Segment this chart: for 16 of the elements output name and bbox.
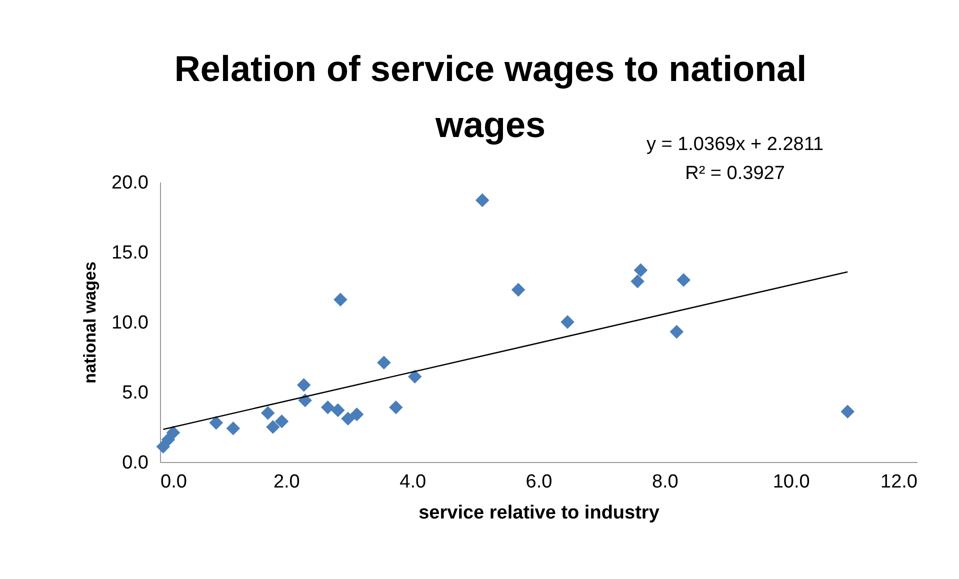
x-tick-label: 12.0: [880, 472, 918, 492]
y-tick-label: 15.0: [112, 242, 148, 264]
annotation: R² = 0.3927: [685, 163, 785, 184]
y-tick-label: 0.0: [122, 452, 148, 474]
x-tick-label: 8.0: [652, 472, 678, 492]
x-axis-title: service relative to industry: [418, 502, 660, 524]
y-tick-label: 20.0: [112, 172, 148, 194]
x-tick-label: 0.0: [160, 472, 187, 492]
x-tick-label: 10.0: [772, 472, 810, 492]
x-tick-label: 4.0: [400, 472, 426, 492]
y-tick-label: 5.0: [122, 382, 148, 404]
text: y = 1.0369x + 2.2811: [646, 134, 824, 155]
y-tick-label: 10.0: [112, 312, 148, 334]
x-tick-label: 6.0: [526, 472, 552, 492]
y-axis-title: national wages: [80, 262, 100, 384]
x-tick-label: 2.0: [273, 472, 300, 492]
